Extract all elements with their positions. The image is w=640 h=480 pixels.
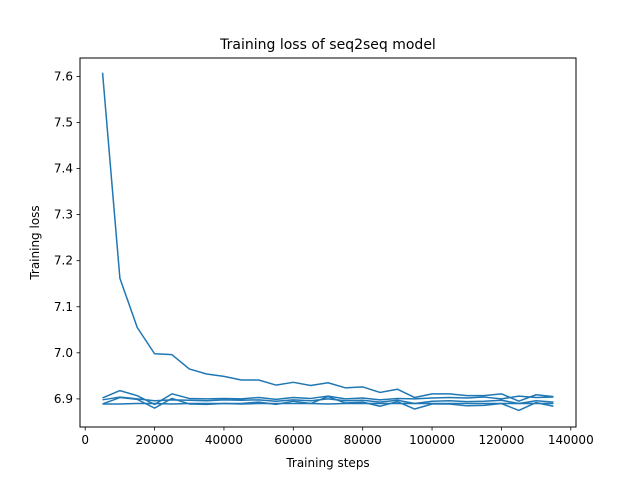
y-axis-ticks: 6.9 7.0 7.1 7.2 7.3 7.4 7.5 7.6 xyxy=(54,69,80,406)
y-tick-label: 7.1 xyxy=(54,300,73,314)
x-tick-label: 40000 xyxy=(205,433,243,447)
x-tick-label: 60000 xyxy=(274,433,312,447)
y-tick-label: 6.9 xyxy=(54,392,73,406)
y-tick-label: 7.3 xyxy=(54,208,73,222)
y-tick-label: 7.4 xyxy=(54,162,73,176)
plot-frame xyxy=(79,57,577,428)
x-axis-label: Training steps xyxy=(285,456,369,470)
y-tick-label: 7.6 xyxy=(54,69,73,83)
x-tick-label: 20000 xyxy=(135,433,173,447)
x-tick-label: 80000 xyxy=(344,433,382,447)
chart-title: Training loss of seq2seq model xyxy=(219,37,436,53)
y-tick-label: 7.2 xyxy=(54,254,73,268)
series-line-4 xyxy=(102,396,554,405)
y-axis-label: Training loss xyxy=(28,205,42,280)
series-line-1 xyxy=(101,72,554,402)
x-tick-label: 0 xyxy=(81,433,89,447)
x-tick-label: 140000 xyxy=(548,433,594,447)
y-tick-label: 7.0 xyxy=(54,346,73,360)
x-axis-ticks: 0 20000 40000 60000 80000 100000 120000 140000 xyxy=(81,427,594,447)
x-tick-label: 120000 xyxy=(479,433,525,447)
y-tick-label: 7.5 xyxy=(54,115,73,129)
series-layer xyxy=(101,72,554,412)
x-tick-label: 100000 xyxy=(409,433,455,447)
